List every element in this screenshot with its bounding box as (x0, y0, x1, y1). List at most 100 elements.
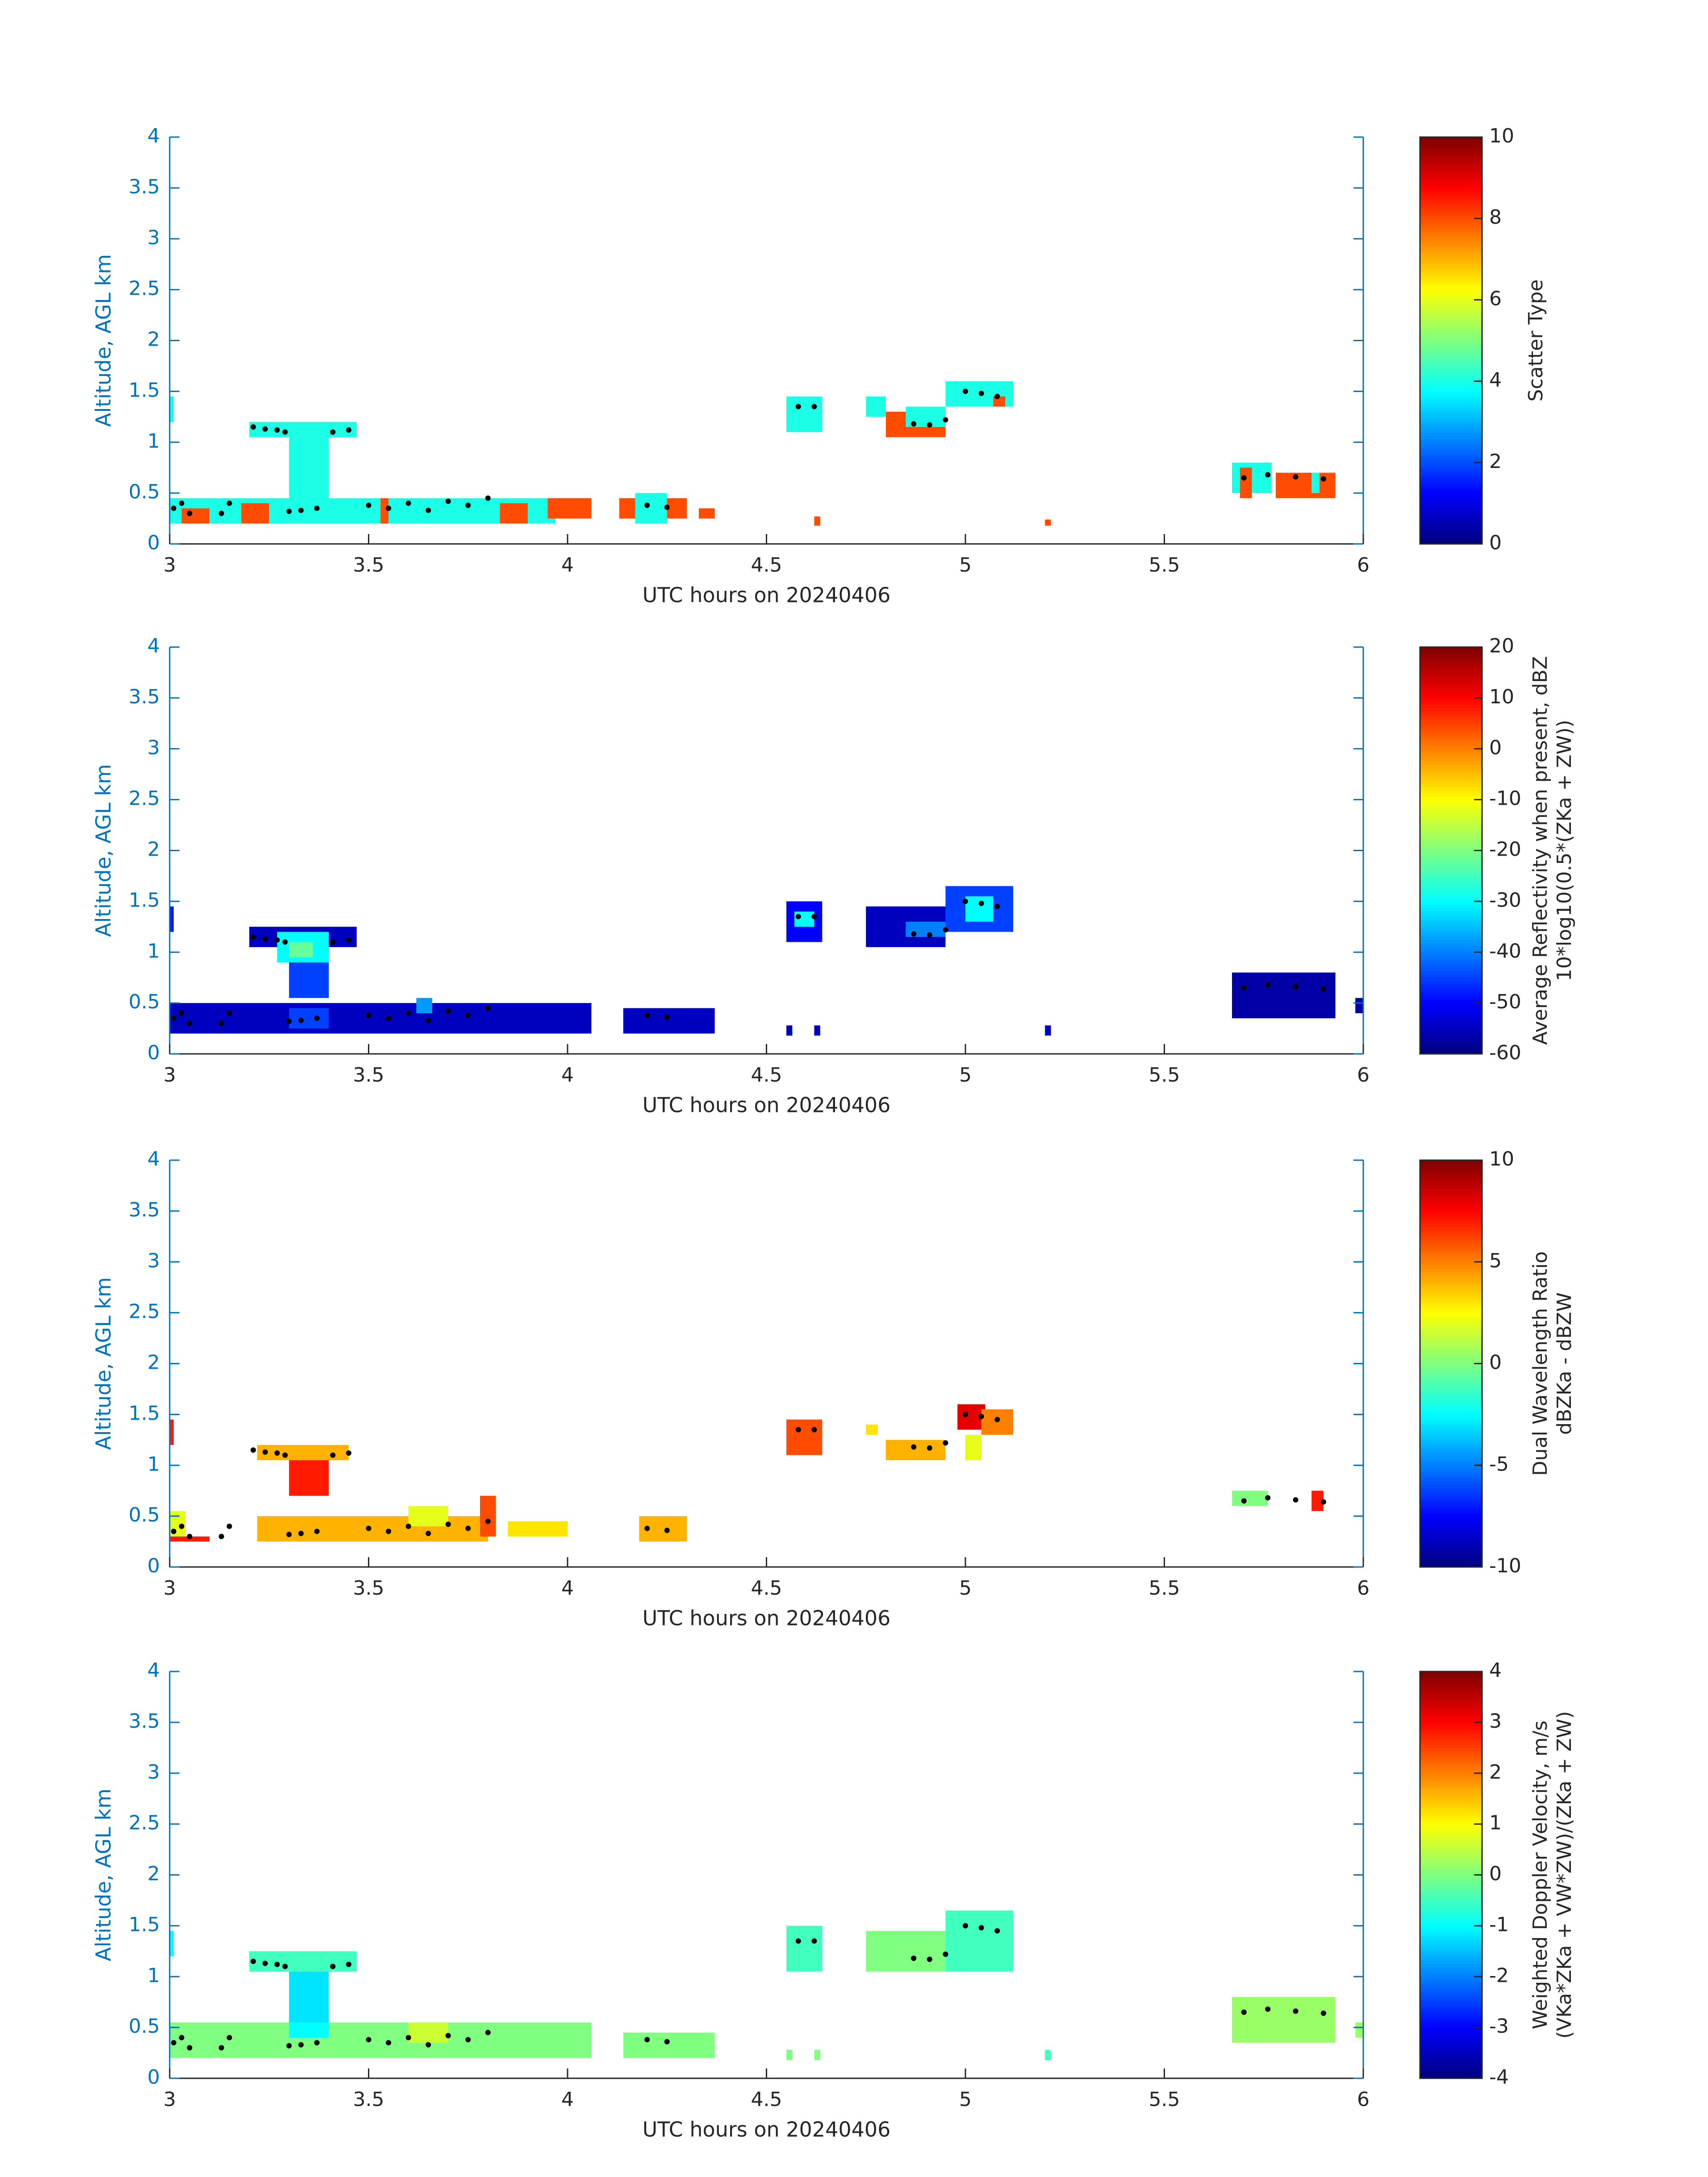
colorbar-strip (1420, 879, 1482, 883)
dot (187, 1020, 192, 1026)
dot (187, 510, 192, 516)
colorbar-strip (1420, 968, 1482, 972)
colorbar-strip (1420, 1452, 1482, 1456)
colorbar-strip (1420, 1795, 1482, 1799)
colorbar-strip (1420, 672, 1482, 676)
colorbar-strip (1420, 1757, 1482, 1761)
colorbar-strip (1420, 1731, 1482, 1735)
colorbar-strip (1420, 675, 1482, 679)
colorbar-strip (1420, 181, 1482, 185)
colorbar-strip (1420, 296, 1482, 300)
colorbar-strip (1420, 812, 1482, 816)
colorbar-strip (1420, 1223, 1482, 1227)
colorbar-strip (1420, 194, 1482, 198)
colorbar-strip (1420, 1868, 1482, 1872)
colorbar-strip (1420, 413, 1482, 417)
colorbar-strip (1420, 1522, 1482, 1526)
x-tick-label: 3.5 (353, 1577, 384, 1600)
colorbar-strip (1420, 213, 1482, 217)
colorbar-strip (1420, 1487, 1482, 1491)
colorbar-strip (1420, 2075, 1482, 2079)
dot (226, 2035, 232, 2040)
colorbar-strip (1420, 515, 1482, 519)
colorbar-strip (1420, 977, 1482, 981)
colorbar-strip (1420, 419, 1482, 424)
colorbar-strip (1420, 926, 1482, 930)
colorbar-strip (1420, 1319, 1482, 1323)
dot (644, 2037, 650, 2043)
colorbar-strip (1420, 923, 1482, 927)
colorbar-strip (1420, 423, 1482, 427)
colorbar-strip (1420, 1009, 1482, 1013)
data-cell (1275, 472, 1336, 498)
colorbar-strip (1420, 1541, 1482, 1545)
x-tick-label: 4 (561, 1064, 574, 1086)
colorbar-strip (1420, 840, 1482, 844)
colorbar-strip (1420, 1280, 1482, 1285)
colorbar-strip (1420, 394, 1482, 398)
colorbar-strip (1420, 1782, 1482, 1786)
colorbar-strip (1420, 955, 1482, 959)
data-cell (181, 508, 210, 524)
colorbar-strip (1420, 1357, 1482, 1361)
colorbar-strip (1420, 512, 1482, 516)
colorbar-strip (1420, 2030, 1482, 2034)
colorbar-strip (1420, 999, 1482, 1003)
dot (314, 1015, 320, 1021)
colorbar-strip (1420, 735, 1482, 740)
colorbar-strip (1420, 1265, 1482, 1269)
colorbar-strip (1420, 802, 1482, 806)
colorbar-strip (1420, 758, 1482, 762)
colorbar-strip (1420, 1176, 1482, 1180)
colorbar-strip (1420, 891, 1482, 895)
colorbar-strip (1420, 1897, 1482, 1901)
colorbar-strip (1420, 397, 1482, 401)
colorbar-strip (1420, 1044, 1482, 1048)
colorbar-strip (1420, 1751, 1482, 1755)
colorbar-strip (1420, 1430, 1482, 1434)
data-cell (547, 498, 592, 519)
colorbar-strip (1420, 1954, 1482, 1958)
dot (330, 939, 336, 945)
colorbar-strip (1420, 2046, 1482, 2050)
colorbar-strip (1420, 1982, 1482, 1987)
dot (927, 1956, 932, 1962)
colorbar-strip (1420, 1728, 1482, 1732)
colorbar-strip (1420, 1312, 1482, 1316)
colorbar-strip (1420, 1849, 1482, 1853)
colorbar-strip (1420, 1478, 1482, 1482)
colorbar-strip (1420, 929, 1482, 934)
colorbar-strip (1420, 1490, 1482, 1494)
dot (1265, 2006, 1271, 2012)
data-cell (814, 1025, 820, 1036)
colorbar-strip (1420, 308, 1482, 312)
dot (251, 424, 256, 430)
dot (911, 1956, 917, 1961)
colorbar-strip (1420, 834, 1482, 838)
colorbar-strip (1420, 1852, 1482, 1856)
colorbar-strip (1420, 168, 1482, 172)
dot (963, 1923, 968, 1929)
x-tick-label: 4.5 (751, 2088, 782, 2111)
colorbar-strip (1420, 1821, 1482, 1825)
colorbar-strip (1420, 384, 1482, 389)
colorbar-strip (1420, 1836, 1482, 1840)
y-tick-label: 1.5 (129, 1913, 160, 1936)
colorbar-strip (1420, 2072, 1482, 2076)
x-tick-label: 6 (1357, 1064, 1370, 1086)
colorbar-strip (1420, 1706, 1482, 1710)
dot (664, 1015, 670, 1020)
dot (218, 2045, 224, 2051)
colorbar-strip (1420, 748, 1482, 752)
colorbar-strip (1420, 707, 1482, 711)
colorbar-strip (1420, 1382, 1482, 1386)
colorbar-strip (1420, 1532, 1482, 1536)
colorbar-strip (1420, 1738, 1482, 1742)
dot (366, 1525, 372, 1531)
dot (943, 1951, 948, 1957)
data-cell (408, 1506, 448, 1526)
y-axis-label: Altitude, AGL km (92, 1277, 116, 1450)
colorbar-strip (1420, 796, 1482, 800)
y-tick-label: 1.5 (129, 379, 160, 401)
colorbar-strip (1420, 1274, 1482, 1278)
